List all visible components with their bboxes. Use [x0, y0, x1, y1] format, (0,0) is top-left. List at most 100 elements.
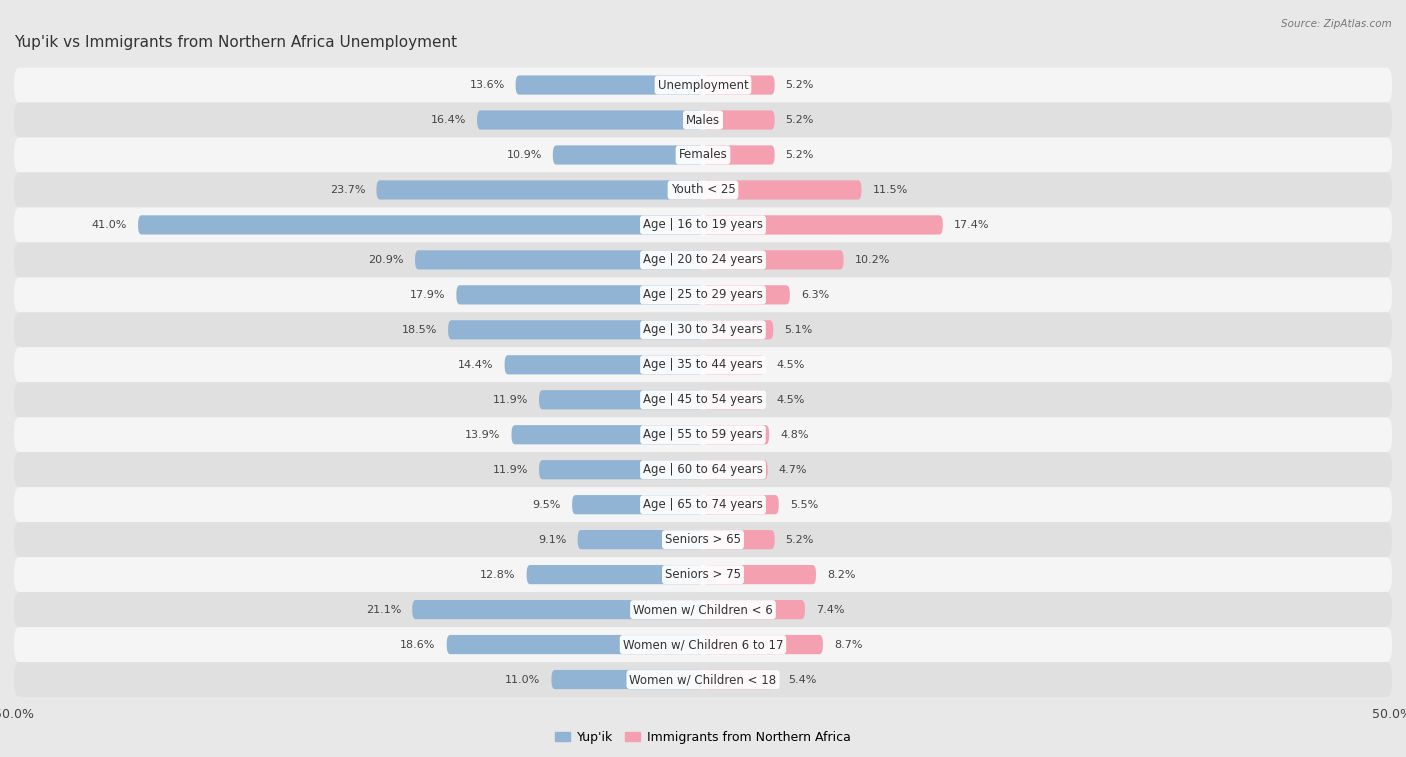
FancyBboxPatch shape [14, 173, 1392, 207]
FancyBboxPatch shape [703, 600, 806, 619]
FancyBboxPatch shape [505, 355, 703, 375]
Text: Youth < 25: Youth < 25 [671, 183, 735, 197]
FancyBboxPatch shape [412, 600, 703, 619]
FancyBboxPatch shape [14, 382, 1392, 417]
FancyBboxPatch shape [14, 557, 1392, 592]
FancyBboxPatch shape [447, 635, 703, 654]
Text: Age | 20 to 24 years: Age | 20 to 24 years [643, 254, 763, 266]
FancyBboxPatch shape [14, 102, 1392, 138]
FancyBboxPatch shape [703, 355, 765, 375]
Text: Source: ZipAtlas.com: Source: ZipAtlas.com [1281, 19, 1392, 29]
FancyBboxPatch shape [703, 670, 778, 689]
Text: Age | 35 to 44 years: Age | 35 to 44 years [643, 358, 763, 371]
FancyBboxPatch shape [457, 285, 703, 304]
Text: Age | 55 to 59 years: Age | 55 to 59 years [643, 428, 763, 441]
Text: Age | 60 to 64 years: Age | 60 to 64 years [643, 463, 763, 476]
FancyBboxPatch shape [703, 495, 779, 514]
Text: 14.4%: 14.4% [458, 360, 494, 370]
Text: Age | 65 to 74 years: Age | 65 to 74 years [643, 498, 763, 511]
FancyBboxPatch shape [14, 452, 1392, 488]
FancyBboxPatch shape [14, 662, 1392, 697]
Text: Age | 30 to 34 years: Age | 30 to 34 years [643, 323, 763, 336]
FancyBboxPatch shape [14, 242, 1392, 277]
FancyBboxPatch shape [14, 522, 1392, 557]
Text: 8.2%: 8.2% [827, 569, 855, 580]
Text: Seniors > 75: Seniors > 75 [665, 568, 741, 581]
FancyBboxPatch shape [703, 180, 862, 200]
Text: 18.5%: 18.5% [402, 325, 437, 335]
FancyBboxPatch shape [14, 417, 1392, 452]
FancyBboxPatch shape [138, 215, 703, 235]
Text: 6.3%: 6.3% [801, 290, 830, 300]
Text: 11.5%: 11.5% [873, 185, 908, 195]
Text: Females: Females [679, 148, 727, 161]
FancyBboxPatch shape [14, 138, 1392, 173]
FancyBboxPatch shape [14, 207, 1392, 242]
FancyBboxPatch shape [14, 627, 1392, 662]
Text: 23.7%: 23.7% [330, 185, 366, 195]
Text: 8.7%: 8.7% [834, 640, 862, 650]
FancyBboxPatch shape [14, 488, 1392, 522]
Text: 5.2%: 5.2% [786, 150, 814, 160]
FancyBboxPatch shape [572, 495, 703, 514]
FancyBboxPatch shape [512, 425, 703, 444]
FancyBboxPatch shape [703, 565, 815, 584]
Text: 5.2%: 5.2% [786, 80, 814, 90]
FancyBboxPatch shape [703, 111, 775, 129]
FancyBboxPatch shape [538, 460, 703, 479]
FancyBboxPatch shape [14, 592, 1392, 627]
Text: Age | 45 to 54 years: Age | 45 to 54 years [643, 394, 763, 407]
FancyBboxPatch shape [703, 460, 768, 479]
Text: Women w/ Children < 6: Women w/ Children < 6 [633, 603, 773, 616]
FancyBboxPatch shape [14, 313, 1392, 347]
FancyBboxPatch shape [703, 390, 765, 410]
FancyBboxPatch shape [415, 251, 703, 269]
Text: 11.9%: 11.9% [492, 394, 529, 405]
Text: Unemployment: Unemployment [658, 79, 748, 92]
Text: Males: Males [686, 114, 720, 126]
Text: Seniors > 65: Seniors > 65 [665, 533, 741, 546]
Text: 10.2%: 10.2% [855, 255, 890, 265]
FancyBboxPatch shape [14, 347, 1392, 382]
Text: 13.6%: 13.6% [470, 80, 505, 90]
Text: Age | 25 to 29 years: Age | 25 to 29 years [643, 288, 763, 301]
Text: 18.6%: 18.6% [401, 640, 436, 650]
Text: 41.0%: 41.0% [91, 220, 127, 230]
Text: Women w/ Children < 18: Women w/ Children < 18 [630, 673, 776, 686]
FancyBboxPatch shape [449, 320, 703, 339]
FancyBboxPatch shape [477, 111, 703, 129]
Text: 4.7%: 4.7% [779, 465, 807, 475]
FancyBboxPatch shape [377, 180, 703, 200]
Text: 21.1%: 21.1% [366, 605, 401, 615]
FancyBboxPatch shape [703, 285, 790, 304]
Text: 10.9%: 10.9% [506, 150, 541, 160]
Text: 4.8%: 4.8% [780, 430, 808, 440]
FancyBboxPatch shape [538, 390, 703, 410]
Text: 17.9%: 17.9% [409, 290, 446, 300]
FancyBboxPatch shape [703, 320, 773, 339]
Text: 17.4%: 17.4% [953, 220, 990, 230]
Text: 9.1%: 9.1% [538, 534, 567, 544]
Text: 11.0%: 11.0% [505, 674, 540, 684]
Text: 12.8%: 12.8% [479, 569, 516, 580]
Text: 13.9%: 13.9% [465, 430, 501, 440]
Text: 5.2%: 5.2% [786, 115, 814, 125]
Text: 11.9%: 11.9% [492, 465, 529, 475]
FancyBboxPatch shape [703, 215, 943, 235]
Text: 7.4%: 7.4% [815, 605, 845, 615]
FancyBboxPatch shape [578, 530, 703, 550]
Text: 5.4%: 5.4% [789, 674, 817, 684]
FancyBboxPatch shape [14, 67, 1392, 102]
FancyBboxPatch shape [703, 145, 775, 164]
FancyBboxPatch shape [703, 251, 844, 269]
Text: 16.4%: 16.4% [430, 115, 465, 125]
FancyBboxPatch shape [703, 635, 823, 654]
Text: 20.9%: 20.9% [368, 255, 404, 265]
FancyBboxPatch shape [553, 145, 703, 164]
Text: 5.5%: 5.5% [790, 500, 818, 509]
FancyBboxPatch shape [703, 425, 769, 444]
FancyBboxPatch shape [527, 565, 703, 584]
Text: 5.1%: 5.1% [785, 325, 813, 335]
Legend: Yup'ik, Immigrants from Northern Africa: Yup'ik, Immigrants from Northern Africa [550, 726, 856, 749]
Text: 4.5%: 4.5% [776, 360, 804, 370]
